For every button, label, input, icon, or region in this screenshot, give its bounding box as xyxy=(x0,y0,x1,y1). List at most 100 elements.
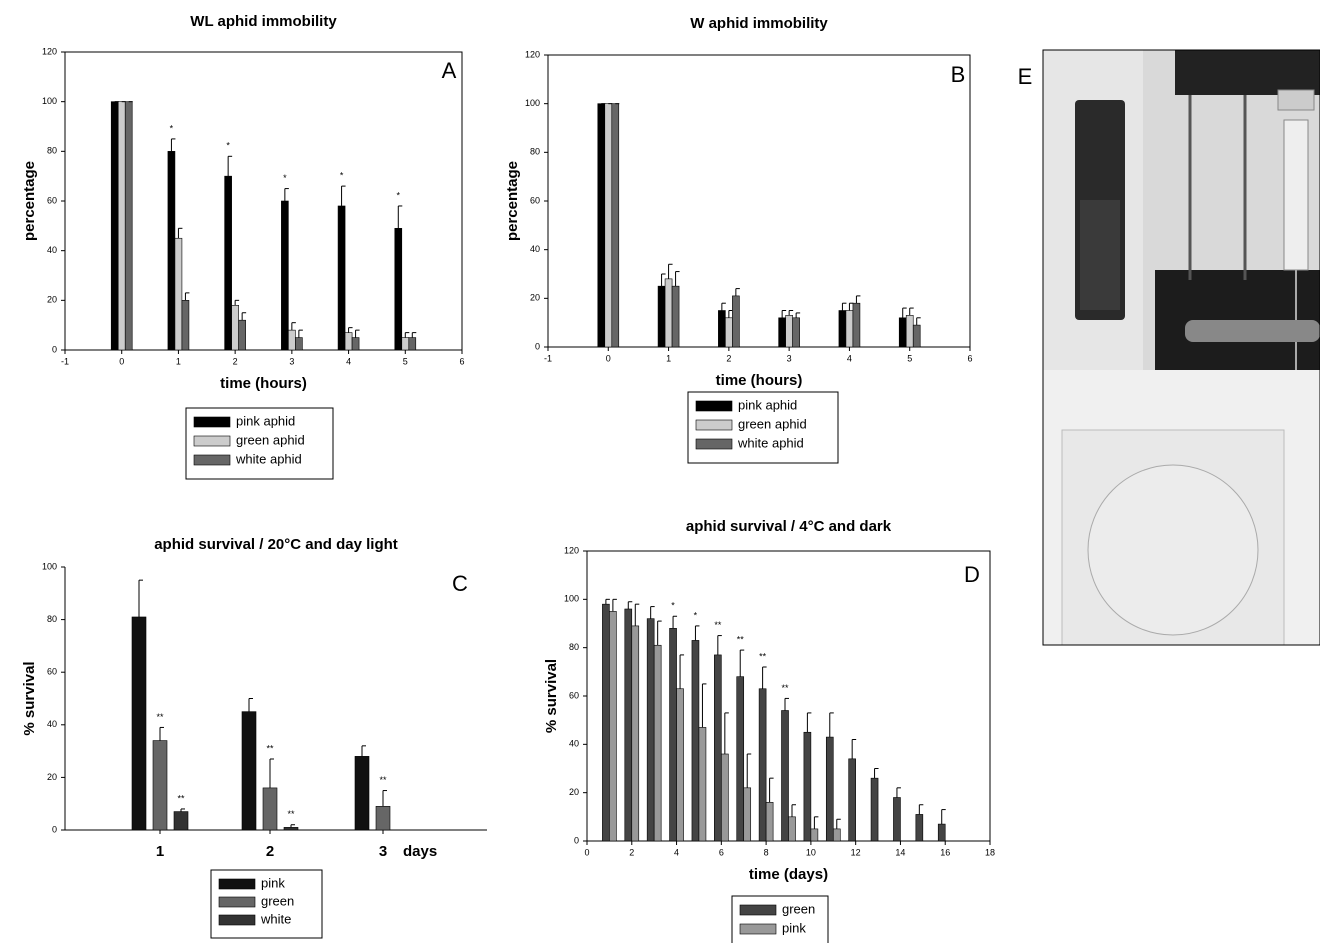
error-bar xyxy=(739,649,745,677)
y-axis-label: % survival xyxy=(21,661,38,735)
bar xyxy=(743,787,752,842)
y-tick-label: 20 xyxy=(47,772,57,782)
y-tick-label: 100 xyxy=(42,96,57,106)
bar xyxy=(718,310,726,348)
error-bar xyxy=(694,625,700,641)
error-bar xyxy=(634,603,640,626)
significance-mark: ** xyxy=(177,793,185,803)
chart-title: WL aphid immobility xyxy=(190,13,337,30)
bar xyxy=(262,787,278,831)
legend-label: white aphid xyxy=(235,451,302,466)
x-tick-label: 0 xyxy=(606,353,611,363)
error-bar xyxy=(341,185,346,206)
y-tick-label: 120 xyxy=(564,545,579,555)
error-bar xyxy=(788,310,794,316)
x-axis-label: days xyxy=(403,843,437,860)
chart-title: aphid survival / 20°C and day light xyxy=(154,536,398,553)
error-bar xyxy=(661,273,666,287)
panel-label: A xyxy=(442,58,457,83)
error-bar xyxy=(234,299,240,306)
error-bar xyxy=(762,666,767,689)
y-tick-label: 100 xyxy=(525,98,540,108)
significance-mark: * xyxy=(340,170,344,180)
error-bar xyxy=(138,579,143,617)
significance-mark: * xyxy=(283,173,287,183)
dish xyxy=(1087,464,1259,636)
clamp xyxy=(1185,320,1320,342)
legend-swatch xyxy=(218,896,256,908)
significance-mark: ** xyxy=(266,743,274,753)
bar xyxy=(848,758,856,842)
y-tick-label: 60 xyxy=(569,690,579,700)
panel-label: B xyxy=(951,62,966,87)
bar xyxy=(646,618,655,842)
error-bar xyxy=(784,697,789,711)
legend-swatch xyxy=(695,400,733,412)
error-bar xyxy=(721,302,726,311)
legend-swatch xyxy=(218,878,256,890)
legend-label: green xyxy=(261,893,294,908)
error-bar xyxy=(679,654,685,689)
x-tick-label: 5 xyxy=(403,356,408,366)
bar xyxy=(657,285,666,348)
y-tick-label: 80 xyxy=(530,147,540,157)
bar xyxy=(241,711,257,831)
x-tick-label: 2 xyxy=(233,356,238,366)
error-bar xyxy=(941,809,946,825)
error-bar xyxy=(829,712,834,738)
bar xyxy=(288,329,296,351)
y-tick-label: 60 xyxy=(47,667,57,677)
bar xyxy=(792,317,800,348)
bar xyxy=(893,797,901,842)
y-tick-label: 40 xyxy=(569,739,579,749)
x-tick-label: 6 xyxy=(459,356,464,366)
error-bar xyxy=(909,307,914,316)
error-bar xyxy=(269,758,274,788)
significance-mark: ** xyxy=(379,775,387,785)
bar xyxy=(173,811,189,831)
bar xyxy=(781,710,789,842)
legend-swatch xyxy=(739,904,777,916)
significance-mark: ** xyxy=(781,683,789,693)
x-tick-label: 2 xyxy=(726,353,731,363)
x-tick-label: 4 xyxy=(674,847,679,857)
x-tick-label: 14 xyxy=(895,847,905,857)
bar xyxy=(609,611,617,842)
x-tick-label: 0 xyxy=(119,356,124,366)
x-tick-label: 10 xyxy=(806,847,816,857)
y-axis-label: percentage xyxy=(21,161,38,241)
y-axis-label: % survival xyxy=(543,659,560,733)
x-axis-label: time (hours) xyxy=(716,372,803,389)
bar xyxy=(224,175,232,351)
error-bar xyxy=(180,808,185,812)
bar xyxy=(611,103,620,348)
x-tick-label: 1 xyxy=(176,356,181,366)
error-bar xyxy=(248,698,253,712)
error-bar xyxy=(605,598,610,605)
bar xyxy=(765,802,774,842)
error-bar xyxy=(411,332,417,338)
x-axis-label: time (hours) xyxy=(220,375,307,392)
error-bar xyxy=(361,745,366,757)
bar xyxy=(295,337,303,351)
error-bar xyxy=(227,155,233,177)
error-bar xyxy=(896,787,901,798)
x-tick-label: -1 xyxy=(544,353,552,363)
legend-box xyxy=(731,895,829,943)
error-bar xyxy=(382,790,387,807)
error-bar xyxy=(672,615,678,629)
photo-frame xyxy=(1042,49,1320,646)
y-tick-label: 0 xyxy=(52,824,57,834)
bar xyxy=(283,827,299,831)
bar xyxy=(174,237,183,351)
bar xyxy=(375,806,391,831)
bar xyxy=(337,205,346,351)
error-bar xyxy=(298,329,303,338)
bar xyxy=(624,608,633,842)
legend-label: green xyxy=(782,901,815,916)
panel-label: D xyxy=(964,562,980,587)
legend-swatch xyxy=(739,923,777,935)
significance-mark: ** xyxy=(759,651,767,661)
legend-swatch xyxy=(695,438,733,450)
bar xyxy=(664,278,673,348)
